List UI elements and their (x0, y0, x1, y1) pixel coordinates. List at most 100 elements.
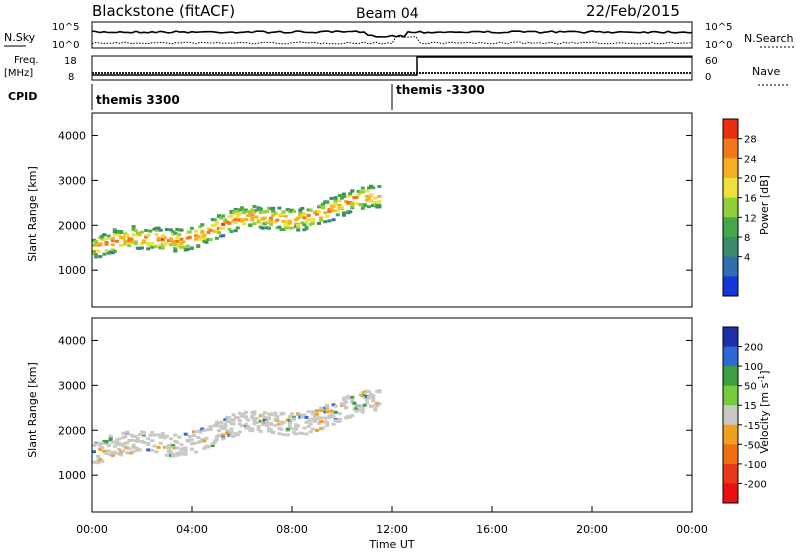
echo-cell (219, 216, 224, 220)
echo-cell (294, 432, 299, 436)
echo-cell (364, 395, 369, 399)
colorbar-tick-label: -15 (744, 421, 760, 432)
echo-cell (258, 211, 263, 215)
echo-cell (175, 239, 180, 243)
nsearch-label: N.Search (744, 32, 794, 45)
echo-cell (208, 425, 213, 429)
echo-cell (131, 443, 136, 447)
colorbar-tick-label: -100 (744, 460, 767, 471)
echo-cell (185, 244, 190, 248)
echo-cell (219, 234, 224, 238)
echo-cell (164, 453, 169, 457)
echo-cell (214, 420, 219, 424)
echo-cell (323, 416, 328, 420)
echo-cell (342, 211, 346, 215)
echo-cell (346, 395, 351, 398)
echo-cell (339, 194, 344, 198)
echo-cell (327, 414, 332, 418)
echo-cell (331, 403, 336, 407)
echo-cell (125, 430, 130, 434)
echo-cell (235, 226, 240, 230)
echo-cell (246, 214, 251, 217)
echo-cell (104, 452, 109, 455)
echo-cell (104, 241, 109, 244)
echo-cell (173, 433, 178, 437)
echo-cell (360, 206, 365, 210)
echo-cell (198, 430, 203, 434)
echo-cell (337, 417, 342, 421)
echo-cell (362, 394, 367, 398)
echo-cell (219, 425, 224, 429)
echo-cell (339, 196, 344, 200)
echo-cell (106, 443, 111, 447)
x-tick-label: 00:00 (676, 523, 708, 536)
echo-cell (329, 412, 334, 416)
echo-cell (348, 210, 353, 214)
echo-cell (110, 453, 115, 457)
echo-cell (162, 436, 167, 440)
echo-cell (275, 419, 280, 422)
echo-cell (135, 231, 140, 235)
echo-cell (131, 450, 136, 453)
echo-cell (267, 412, 271, 416)
echo-cell (271, 431, 276, 435)
echo-cell (337, 412, 342, 416)
echo-cell (267, 226, 271, 230)
echo-cell (308, 430, 313, 434)
echo-cell (154, 226, 159, 230)
echo-cell (306, 410, 311, 414)
echo-cell (196, 436, 201, 440)
echo-cell (171, 232, 176, 236)
echo-cell (100, 237, 105, 241)
echo-cell (285, 226, 290, 230)
echo-cell (150, 245, 155, 249)
echo-cell (131, 445, 136, 449)
echo-cell (229, 214, 234, 218)
echo-cell (358, 408, 363, 412)
noise-axis-bottom: 10^0 (52, 40, 79, 51)
echo-cell (298, 210, 303, 214)
echo-cell (314, 417, 319, 421)
y-tick-label: 3000 (58, 174, 86, 187)
echo-cell (123, 435, 128, 439)
echo-cell (135, 437, 140, 440)
echo-cell (306, 213, 311, 217)
echo-cell (375, 389, 380, 393)
echo-cell (121, 431, 126, 435)
echo-cell (262, 210, 267, 214)
echo-cell (296, 228, 301, 232)
echo-cell (206, 427, 211, 431)
echo-cell (277, 206, 282, 210)
echo-cell (237, 212, 242, 216)
colorbar-tick-label: 16 (744, 194, 757, 205)
echo-cell (231, 413, 236, 417)
y-tick-label: 1000 (58, 264, 86, 277)
echo-cell (160, 432, 165, 436)
echo-cell (258, 221, 263, 225)
echo-cell (294, 225, 299, 229)
echo-cell (271, 206, 276, 210)
echo-cell (169, 443, 174, 447)
echo-cell (310, 427, 315, 431)
echo-cell (231, 418, 236, 422)
echo-cell (173, 243, 178, 247)
nave-line (92, 56, 692, 76)
echo-cell (148, 433, 153, 437)
echo-cell (367, 205, 371, 209)
echo-cell (256, 220, 261, 224)
echo-cell (250, 416, 255, 420)
echo-cell (294, 425, 299, 429)
echo-cell (114, 230, 119, 234)
echo-cell (204, 444, 209, 448)
echo-cell (342, 195, 346, 198)
echo-cell (98, 458, 103, 462)
colorbar-swatch (723, 158, 738, 179)
echo-cell (221, 427, 226, 431)
echo-cell (362, 390, 367, 394)
colorbar-frame (722, 326, 739, 504)
echo-cell (164, 241, 169, 245)
echo-cell (102, 238, 107, 242)
echo-cell (164, 228, 169, 232)
echo-cell (119, 450, 124, 454)
echo-cell (333, 199, 338, 203)
